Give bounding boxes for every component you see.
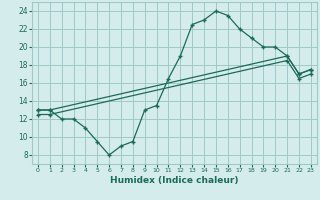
X-axis label: Humidex (Indice chaleur): Humidex (Indice chaleur) <box>110 176 239 185</box>
